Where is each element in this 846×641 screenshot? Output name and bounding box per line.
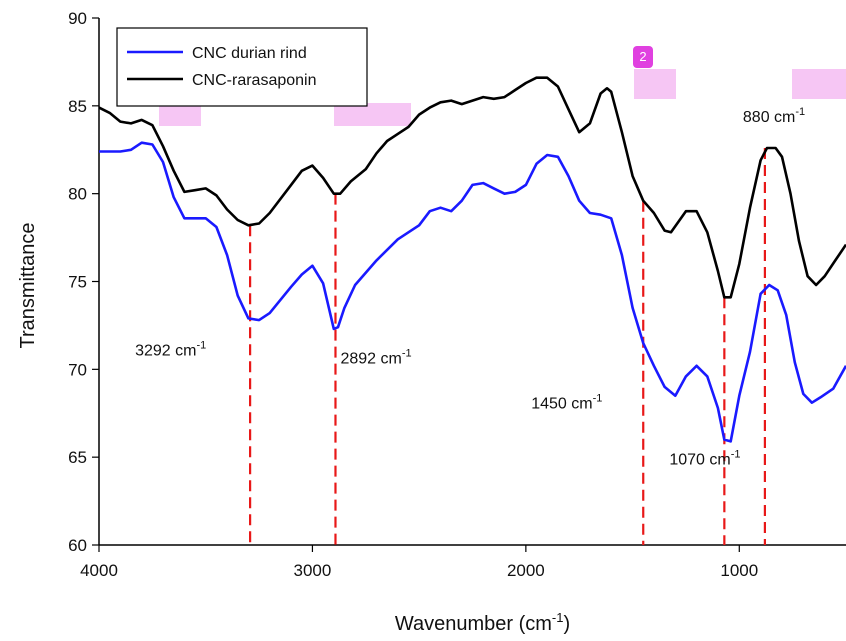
peak-label: 3292 cm-1 <box>135 339 206 359</box>
highlight-layer <box>159 69 846 126</box>
legend-label: CNC-rarasaponin <box>192 72 317 89</box>
x-tick-label: 4000 <box>80 561 118 580</box>
y-axis-label: Transmittance <box>17 223 39 349</box>
marker-badge[interactable]: 2 <box>633 46 653 68</box>
x-tick-label: 3000 <box>294 561 332 580</box>
y-tick-label: 75 <box>68 273 87 292</box>
peak-label: 2892 cm-1 <box>340 348 411 368</box>
x-axis-label: Wavenumber (cm-1) <box>395 610 570 635</box>
series-line-durian <box>99 141 846 443</box>
highlight-box <box>634 69 676 99</box>
legend-box <box>116 27 368 107</box>
series-layer <box>98 76 846 443</box>
y-tick-label: 90 <box>68 9 87 28</box>
legend-label: CNC durian rind <box>192 45 307 62</box>
y-tick-label: 70 <box>68 360 87 379</box>
y-tick-label: 80 <box>68 185 87 204</box>
highlight-box <box>334 103 411 126</box>
peak-label: 880 cm-1 <box>743 106 805 126</box>
axis-layer: 60 65 70 75 80 85 90 4000 3000 2000 1000 Wavenumber… <box>17 9 846 635</box>
y-tick-label: 85 <box>68 97 87 116</box>
annotation-lines <box>249 147 766 545</box>
peak-label: 1450 cm-1 <box>531 393 602 413</box>
legend: CNC durian rind CNC-rarasaponin <box>116 27 368 107</box>
series-line-rarasaponin <box>98 76 846 299</box>
y-tick-label: 65 <box>68 448 87 467</box>
highlight-box <box>159 103 201 126</box>
y-tick-label: 60 <box>68 536 87 555</box>
highlight-box <box>792 69 846 99</box>
x-tick-label: 1000 <box>720 561 758 580</box>
peak-label: 1070 cm-1 <box>669 448 740 468</box>
annotation-labels: 3292 cm-1 2892 cm-1 1450 cm-1 1070 cm-1 880 … <box>135 106 805 468</box>
x-tick-label: 2000 <box>507 561 545 580</box>
